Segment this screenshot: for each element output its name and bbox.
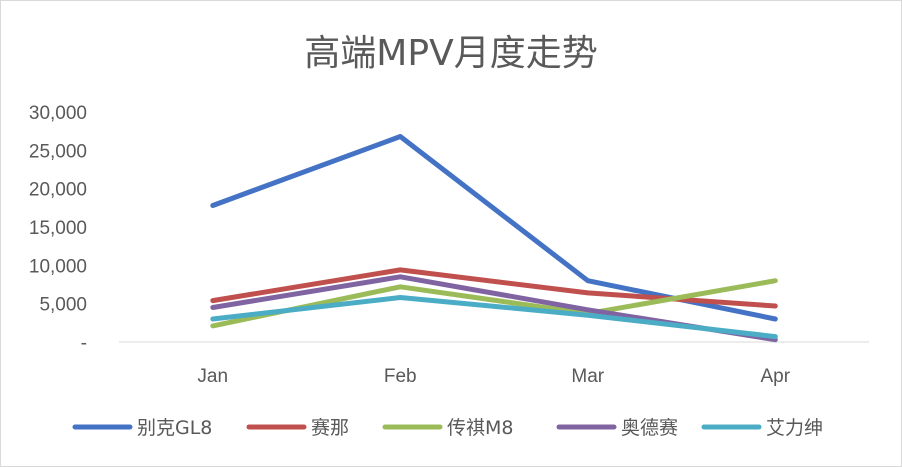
y-tick-label: 5,000 — [39, 295, 87, 316]
y-tick-label: 15,000 — [29, 218, 87, 239]
legend-label: 传祺M8 — [447, 417, 513, 439]
legend-item: 传祺M8 — [382, 417, 513, 439]
x-tick-label: Feb — [384, 366, 417, 387]
y-tick-label: 25,000 — [29, 141, 87, 162]
x-tick-label: Jan — [197, 366, 228, 387]
y-tick-label: 10,000 — [29, 256, 87, 277]
y-tick-label: - — [81, 333, 87, 354]
legend-label: 别克GL8 — [137, 417, 212, 439]
legend-item: 奥德赛 — [556, 417, 678, 439]
legend-item: 艾力绅 — [701, 417, 823, 439]
legend-label: 赛那 — [311, 417, 349, 439]
x-axis-ticks: Jan Feb Mar Apr — [197, 366, 790, 387]
y-axis-ticks: - 5,000 10,000 15,000 20,000 25,000 30,000 — [29, 103, 87, 354]
series-line-5 — [210, 295, 778, 340]
series-layer — [210, 134, 778, 343]
y-tick-label: 20,000 — [29, 180, 87, 201]
legend-label: 艾力绅 — [766, 417, 823, 439]
legend-item: 别克GL8 — [72, 417, 212, 439]
y-tick-label: 30,000 — [29, 103, 87, 124]
x-tick-label: Mar — [571, 366, 604, 387]
chart-title: 高端MPV月度走势 — [304, 33, 597, 74]
legend: 别克GL8 赛那 传祺M8 奥德赛 艾力绅 — [72, 417, 823, 439]
legend-label: 奥德赛 — [621, 417, 678, 439]
x-tick-label: Apr — [760, 366, 790, 387]
legend-item: 赛那 — [246, 417, 349, 439]
